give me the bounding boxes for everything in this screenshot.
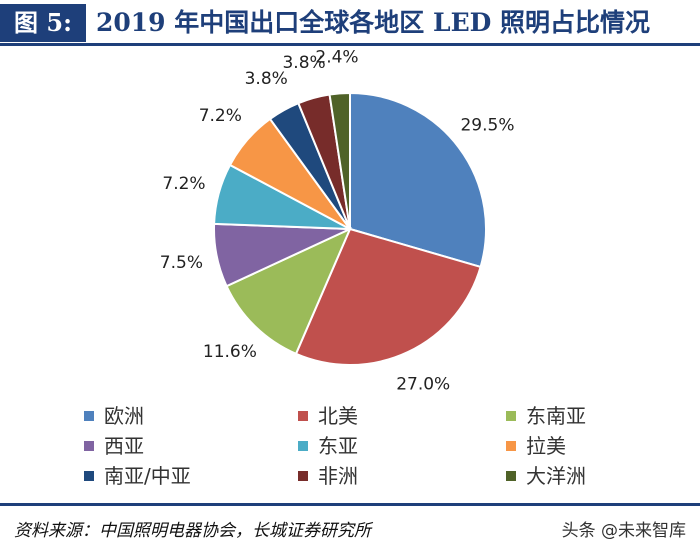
pie-slice-9 <box>328 91 351 230</box>
slice-label-6: 7.2% <box>199 106 242 126</box>
legend-swatch <box>84 410 94 421</box>
legend-item-5: 东亚 <box>298 432 358 460</box>
legend-label: 南亚/中亚 <box>104 464 191 488</box>
figure-title: 2019 年中国出口全球各地区 LED 照明占比情况 <box>96 8 651 37</box>
legend-item-6: 拉美 <box>506 432 566 460</box>
figure-footer: 资料来源：中国照明电器协会，长城证券研究所 头条 @未来智库 <box>0 503 700 554</box>
figure-header: 图 5: 2019 年中国出口全球各地区 LED 照明占比情况 <box>0 0 700 46</box>
legend-swatch <box>84 470 94 481</box>
legend-swatch <box>506 470 516 481</box>
legend-label: 北美 <box>318 404 358 428</box>
legend-label: 欧洲 <box>104 404 144 428</box>
slice-label-3: 11.6% <box>203 342 257 362</box>
slice-label-4: 7.5% <box>160 253 203 273</box>
pie-chart: 29.5%27.0%11.6%7.5%7.2%7.2%3.8%3.8%2.4% <box>160 48 515 395</box>
slice-label-1: 29.5% <box>460 116 514 136</box>
legend-swatch <box>298 440 308 451</box>
pie-slice-1 <box>349 91 487 269</box>
legend-item-7: 南亚/中亚 <box>84 462 191 490</box>
slice-label-2: 27.0% <box>396 375 450 395</box>
legend-item-3: 东南亚 <box>506 402 586 430</box>
legend-item-4: 西亚 <box>84 432 144 460</box>
legend-item-8: 非洲 <box>298 462 358 490</box>
legend-swatch <box>506 440 516 451</box>
figure-number: 图 5: <box>0 4 86 42</box>
slice-label-7: 3.8% <box>245 69 288 89</box>
slice-label-8: 3.8% <box>282 53 325 73</box>
chart-legend: 欧洲 北美 东南亚西亚 东亚 拉美南亚/中亚 非洲 大洋洲 <box>0 398 700 498</box>
legend-label: 东亚 <box>318 434 358 458</box>
legend-swatch <box>298 470 308 481</box>
source-note: 资料来源：中国照明电器协会，长城证券研究所 <box>14 521 371 541</box>
watermark: 头条 @未来智库 <box>561 521 686 541</box>
slice-label-5: 7.2% <box>162 174 205 194</box>
slice-label-9: 2.4% <box>315 48 358 68</box>
legend-item-9: 大洋洲 <box>506 462 586 490</box>
legend-item-1: 欧洲 <box>84 402 144 430</box>
legend-label: 拉美 <box>526 434 566 458</box>
legend-swatch <box>298 410 308 421</box>
legend-label: 西亚 <box>104 434 144 458</box>
legend-label: 东南亚 <box>526 404 586 428</box>
legend-item-2: 北美 <box>298 402 358 430</box>
pie-slice-2 <box>294 227 482 366</box>
legend-swatch <box>84 440 94 451</box>
legend-label: 非洲 <box>318 464 358 488</box>
legend-swatch <box>506 410 516 421</box>
legend-label: 大洋洲 <box>526 464 586 488</box>
pie-slice-3 <box>225 226 352 356</box>
